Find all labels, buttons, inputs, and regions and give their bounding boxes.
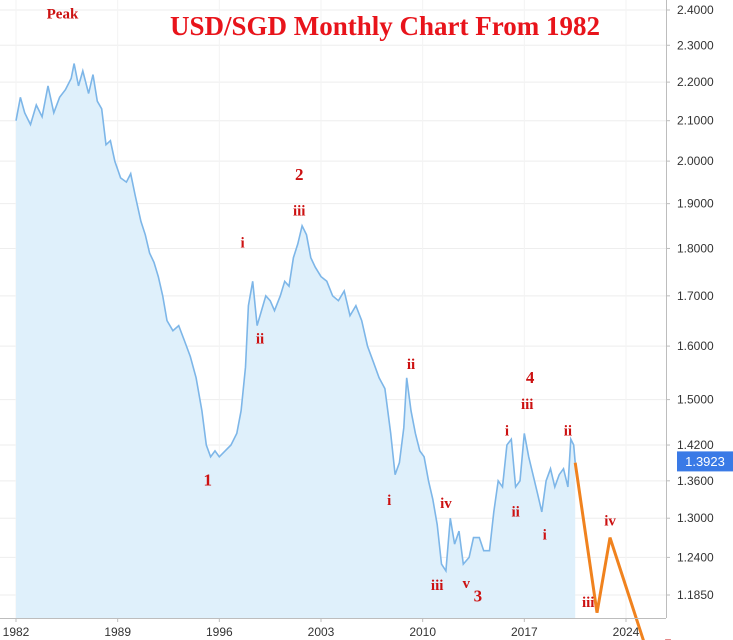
wave-labels: Peak12iiiiiiiiiiviiiv34iiiiiiiiiiiiivv5: [47, 7, 673, 640]
y-tick-label: 1.8000: [677, 241, 714, 255]
y-tick-label: 1.4200: [677, 438, 714, 452]
x-tick-label: 2024: [613, 625, 640, 639]
y-tick-label: 1.3600: [677, 474, 714, 488]
x-axis-ticks: 1982 1989 1996 2003 2010 2017 2024: [3, 618, 640, 639]
y-tick-label: 2.0000: [677, 154, 714, 168]
last-price-box: [677, 451, 733, 472]
wave-label: i: [543, 528, 547, 544]
wave-label: Peak: [47, 7, 79, 23]
x-tick-label: 2017: [511, 625, 538, 639]
wave-label: ii: [564, 424, 572, 440]
wave-label: iv: [604, 513, 616, 529]
price-area-fill: [16, 63, 576, 618]
projection-line: [573, 462, 645, 640]
wave-label: v: [462, 576, 470, 592]
y-axis-ticks: 2.4000 2.3000 2.2000 2.1000 2.0000 1.9000 1.80…: [666, 3, 714, 602]
y-tick-label: 1.2400: [677, 550, 714, 564]
y-tick-label: 1.6000: [677, 339, 714, 353]
wave-label: i: [240, 236, 244, 252]
wave-label: 1: [203, 471, 212, 490]
price-line: [15, 63, 576, 574]
y-tick-label: 2.2000: [677, 75, 714, 89]
wave-label: 4: [526, 368, 535, 387]
y-tick-label: 2.3000: [677, 38, 714, 52]
y-tick-label: 1.5000: [677, 393, 714, 407]
y-tick-label: 1.3000: [677, 511, 714, 525]
wave-label: iii: [521, 397, 534, 413]
wave-label: iii: [582, 595, 595, 611]
wave-label: ii: [511, 504, 519, 520]
wave-label: 5: [664, 636, 673, 640]
y-tick-label: 2.4000: [677, 3, 714, 17]
y-tick-label: 1.1850: [677, 588, 714, 602]
chart-title: USD/SGD Monthly Chart From 1982: [170, 11, 600, 41]
x-tick-label: 2003: [308, 625, 335, 639]
y-tick-label: 1.7000: [677, 289, 714, 303]
y-tick-label: 2.1000: [677, 114, 714, 128]
wave-label: iii: [431, 578, 444, 594]
wave-label: ii: [407, 357, 415, 373]
x-tick-label: 1989: [104, 625, 131, 639]
wave-label: ii: [256, 332, 264, 348]
wave-label: 2: [295, 165, 304, 184]
x-tick-label: 1996: [206, 625, 233, 639]
wave-label: iii: [293, 204, 306, 220]
wave-label: i: [505, 424, 509, 440]
last-price-label: 1.3923: [685, 454, 725, 469]
wave-label: i: [387, 493, 391, 509]
x-tick-label: 2010: [409, 625, 436, 639]
last-price-marker: 1.3923: [677, 451, 733, 472]
x-tick-label: 1982: [3, 625, 30, 639]
wave-label: iv: [440, 496, 452, 512]
y-tick-label: 1.9000: [677, 197, 714, 211]
wave-label: 3: [474, 586, 483, 605]
wave-label: v: [645, 639, 653, 640]
